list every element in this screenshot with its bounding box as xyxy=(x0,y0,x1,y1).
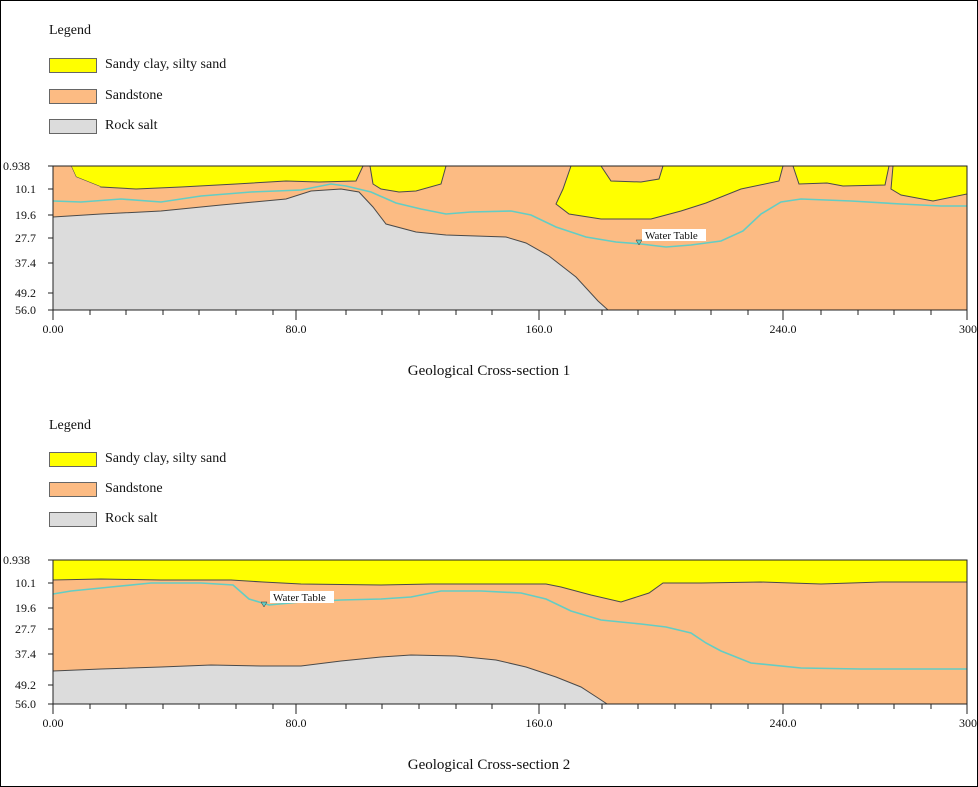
cross-section-1-plot: Water Table 0.938 10.1 19.6 27.7 37.4 49… xyxy=(3,159,978,336)
legend-title: Legend xyxy=(49,23,91,38)
sandstone-swatch xyxy=(49,481,97,497)
sandy-clay-layer xyxy=(792,165,890,187)
rock-salt-layer xyxy=(52,654,609,705)
y-tick-label: 10.1 xyxy=(15,182,36,196)
legend-label: Sandstone xyxy=(105,481,163,496)
legend-item-sandstone: Sandstone xyxy=(49,88,163,104)
legend-item-rock-salt: Rock salt xyxy=(49,118,158,134)
x-tick-label: 300.0 xyxy=(959,716,978,730)
water-table-label: Water Table xyxy=(273,592,326,604)
y-tick-label: 49.2 xyxy=(15,286,36,300)
rock-salt-swatch xyxy=(49,511,97,527)
sandstone-swatch xyxy=(49,88,97,104)
legend-item-sandstone: Sandstone xyxy=(49,481,163,497)
legend-item-rock-salt: Rock salt xyxy=(49,511,158,527)
legend-label: Sandstone xyxy=(105,88,163,103)
x-tick-label: 0.00 xyxy=(43,716,64,730)
cross-section-2-caption: Geological Cross-section 2 xyxy=(407,757,571,773)
y-tick-label: 10.1 xyxy=(15,576,36,590)
water-table-label: Water Table xyxy=(645,230,698,242)
legend-item-sandy-clay: Sandy clay, silty sand xyxy=(49,451,226,467)
legend-label: Sandy clay, silty sand xyxy=(105,451,227,466)
x-tick-label: 80.0 xyxy=(286,716,307,730)
legend-label: Rock salt xyxy=(105,118,158,133)
y-tick-label: 0.938 xyxy=(3,159,30,173)
water-table-marker-icon xyxy=(635,239,643,246)
water-table-line xyxy=(52,183,967,248)
sandy-clay-layer xyxy=(52,559,968,603)
x-tick-label: 300.0 xyxy=(959,322,978,336)
x-tick-label: 240.0 xyxy=(770,322,797,336)
rock-salt-layer xyxy=(52,188,610,311)
sandy-clay-swatch xyxy=(49,57,97,73)
y-axis: 0.938 10.1 19.6 27.7 37.4 49.2 56.0 xyxy=(3,159,53,317)
y-tick-label: 56.0 xyxy=(15,303,36,317)
x-tick-label: 80.0 xyxy=(286,322,307,336)
water-table-line xyxy=(52,582,967,670)
y-axis: 0.938 10.1 19.6 27.7 37.4 49.2 56.0 xyxy=(3,553,53,711)
y-tick-label: 37.4 xyxy=(15,647,36,661)
rock-salt-swatch xyxy=(49,118,97,134)
legend-label: Sandy clay, silty sand xyxy=(105,57,227,72)
plot-border xyxy=(52,559,968,705)
x-axis: 0.00 80.0 160.0 240.0 300.0 xyxy=(43,310,978,336)
legend-item-sandy-clay: Sandy clay, silty sand xyxy=(49,57,226,73)
x-tick-label: 0.00 xyxy=(43,322,64,336)
x-tick-label: 240.0 xyxy=(770,716,797,730)
legend-title: Legend xyxy=(49,418,91,433)
y-tick-label: 19.6 xyxy=(15,208,36,222)
legend-label: Rock salt xyxy=(105,511,158,526)
y-tick-label: 37.4 xyxy=(15,256,36,270)
cross-section-2-plot: Water Table 0.938 10.1 19.6 27.7 37.4 49… xyxy=(3,553,978,730)
y-tick-label: 49.2 xyxy=(15,678,36,692)
y-tick-label: 56.0 xyxy=(15,697,36,711)
sandy-clay-layer xyxy=(555,165,784,220)
y-tick-label: 0.938 xyxy=(3,553,30,567)
cross-section-1-caption: Geological Cross-section 1 xyxy=(407,363,571,379)
sandy-clay-layer xyxy=(890,165,968,202)
x-tick-label: 160.0 xyxy=(526,716,553,730)
water-table-marker-icon xyxy=(260,601,268,608)
x-axis: 0.00 80.0 160.0 240.0 300.0 xyxy=(43,704,978,730)
sandy-clay-layer xyxy=(369,165,447,193)
y-tick-label: 27.7 xyxy=(15,231,36,245)
sandy-clay-swatch xyxy=(49,451,97,467)
y-tick-label: 19.6 xyxy=(15,601,36,615)
y-tick-label: 27.7 xyxy=(15,622,36,636)
x-tick-label: 160.0 xyxy=(526,322,553,336)
